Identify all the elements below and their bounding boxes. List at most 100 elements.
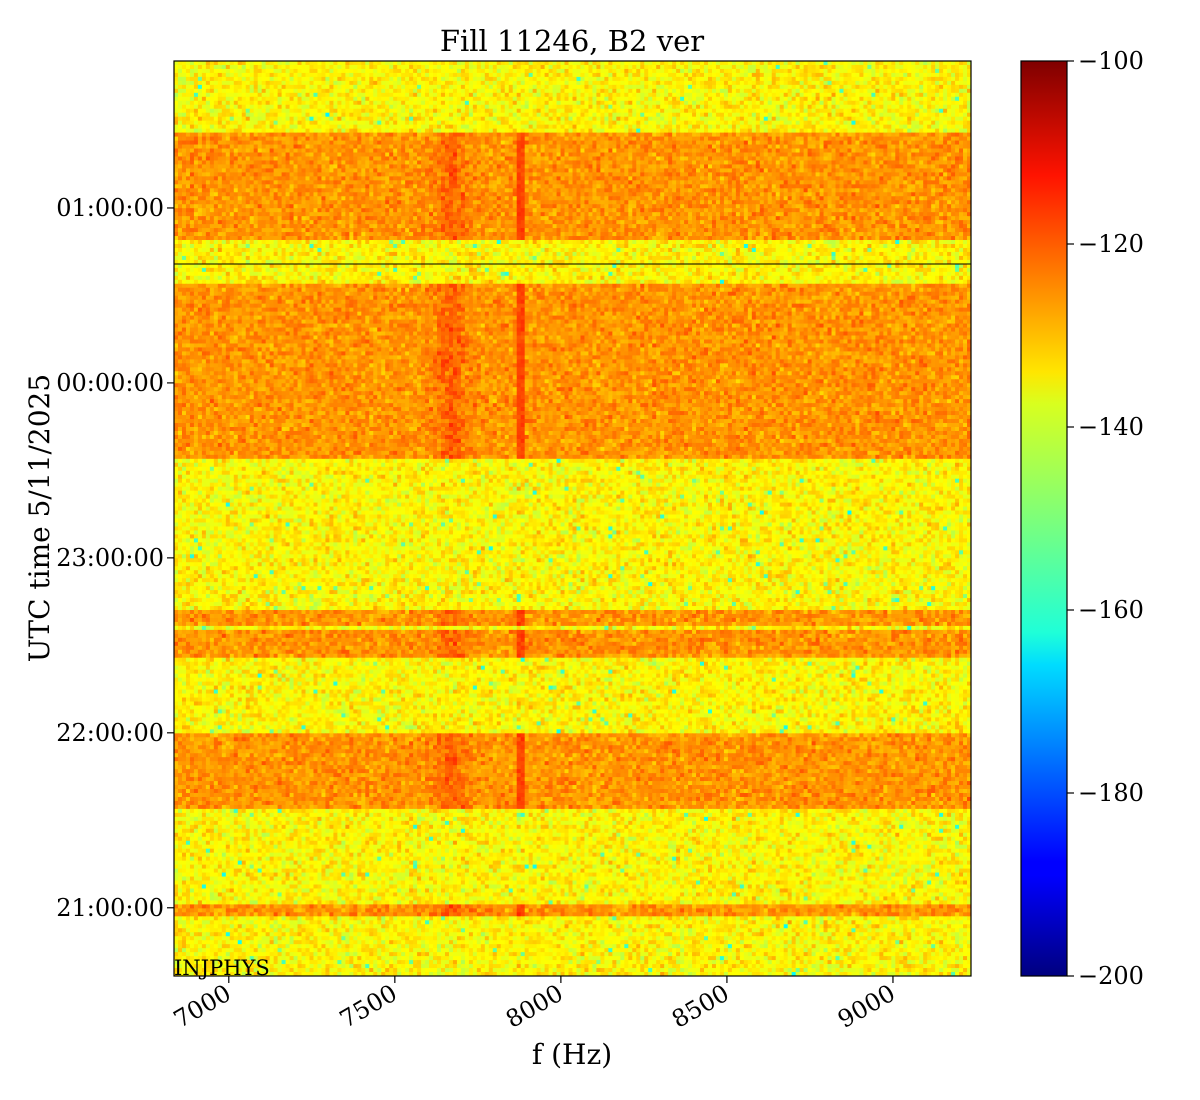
heatmap-cell	[481, 65, 486, 70]
heatmap-cell	[357, 93, 362, 98]
heatmap-cell	[879, 137, 884, 142]
heatmap-cell	[182, 101, 187, 106]
heatmap-cell	[716, 133, 721, 138]
heatmap-cell	[573, 125, 578, 130]
heatmap-cell	[298, 101, 303, 106]
heatmap-cell	[891, 81, 896, 86]
heatmap-cell	[325, 85, 330, 90]
heatmap-cell	[302, 93, 307, 98]
heatmap-cell	[951, 73, 956, 78]
heatmap-cell	[565, 89, 570, 94]
heatmap-cell	[505, 153, 510, 158]
heatmap-cell	[242, 105, 247, 110]
heatmap-cell	[935, 61, 940, 66]
heatmap-cell	[740, 109, 745, 114]
heatmap-cell	[955, 69, 960, 74]
heatmap-cell	[341, 133, 346, 138]
heatmap-cell	[405, 81, 410, 86]
heatmap-cell	[756, 61, 761, 66]
heatmap-cell	[879, 93, 884, 98]
heatmap-cell	[553, 97, 558, 102]
heatmap-cell	[712, 105, 717, 110]
heatmap-cell	[708, 149, 713, 154]
heatmap-cell	[425, 65, 430, 70]
heatmap-cell	[313, 109, 318, 114]
heatmap-cell	[365, 61, 370, 66]
heatmap-cell	[234, 156, 239, 161]
heatmap-cell	[198, 113, 203, 118]
heatmap-cell	[624, 141, 629, 146]
heatmap-cell	[588, 105, 593, 110]
heatmap-cell	[329, 93, 334, 98]
heatmap-cell	[449, 129, 454, 134]
heatmap-cell	[553, 101, 558, 106]
heatmap-cell	[377, 61, 382, 66]
heatmap-cell	[644, 101, 649, 106]
heatmap-cell	[732, 85, 737, 90]
heatmap-cell	[796, 61, 801, 66]
heatmap-cell	[768, 137, 773, 142]
heatmap-cell	[218, 153, 223, 158]
heatmap-cell	[760, 61, 765, 66]
heatmap-cell	[895, 141, 900, 146]
heatmap-cell	[851, 105, 856, 110]
heatmap-cell	[708, 133, 713, 138]
heatmap-cell	[875, 109, 880, 114]
heatmap-cell	[513, 137, 518, 142]
heatmap-cell	[919, 105, 924, 110]
heatmap-cell	[238, 105, 243, 110]
heatmap-cell	[457, 73, 462, 78]
heatmap-cell	[282, 153, 287, 158]
heatmap-cell	[824, 137, 829, 142]
heatmap-cell	[537, 105, 542, 110]
heatmap-cell	[955, 97, 960, 102]
heatmap-cell	[174, 137, 179, 142]
heatmap-cell	[357, 61, 362, 66]
heatmap-cell	[736, 109, 741, 114]
heatmap-cell	[278, 121, 283, 126]
heatmap-cell	[393, 69, 398, 74]
heatmap-cell	[744, 101, 749, 106]
heatmap-cell	[214, 129, 219, 134]
heatmap-cell	[784, 93, 789, 98]
heatmap-cell	[469, 149, 474, 154]
heatmap-cell	[628, 145, 633, 150]
heatmap-cell	[266, 141, 271, 146]
heatmap-cell	[441, 61, 446, 66]
heatmap-cell	[891, 149, 896, 154]
heatmap-cell	[210, 89, 215, 94]
heatmap-cell	[660, 121, 665, 126]
heatmap-cell	[728, 145, 733, 150]
heatmap-cell	[760, 69, 765, 74]
heatmap-cell	[959, 81, 964, 86]
heatmap-cell	[776, 129, 781, 134]
heatmap-cell	[772, 121, 777, 126]
heatmap-cell	[704, 133, 709, 138]
heatmap-cell	[433, 113, 438, 118]
heatmap-cell	[561, 73, 566, 78]
heatmap-cell	[708, 137, 713, 142]
heatmap-cell	[329, 105, 334, 110]
heatmap-cell	[943, 153, 948, 158]
heatmap-cell	[290, 77, 295, 82]
heatmap-cell	[262, 145, 267, 150]
heatmap-cell	[509, 141, 514, 146]
heatmap-cell	[620, 73, 625, 78]
heatmap-cell	[843, 129, 848, 134]
heatmap-cell	[278, 105, 283, 110]
heatmap-cell	[573, 149, 578, 154]
heatmap-cell	[596, 93, 601, 98]
heatmap-cell	[840, 153, 845, 158]
heatmap-cell	[421, 109, 426, 114]
heatmap-cell	[923, 121, 928, 126]
heatmap-cell	[919, 73, 924, 78]
heatmap-cell	[341, 137, 346, 142]
heatmap-cell	[333, 149, 338, 154]
heatmap-cell	[879, 125, 884, 130]
heatmap-cell	[859, 149, 864, 154]
heatmap-cell	[302, 145, 307, 150]
heatmap-cell	[907, 137, 912, 142]
heatmap-cell	[604, 93, 609, 98]
heatmap-cell	[477, 156, 482, 161]
heatmap-cell	[592, 145, 597, 150]
